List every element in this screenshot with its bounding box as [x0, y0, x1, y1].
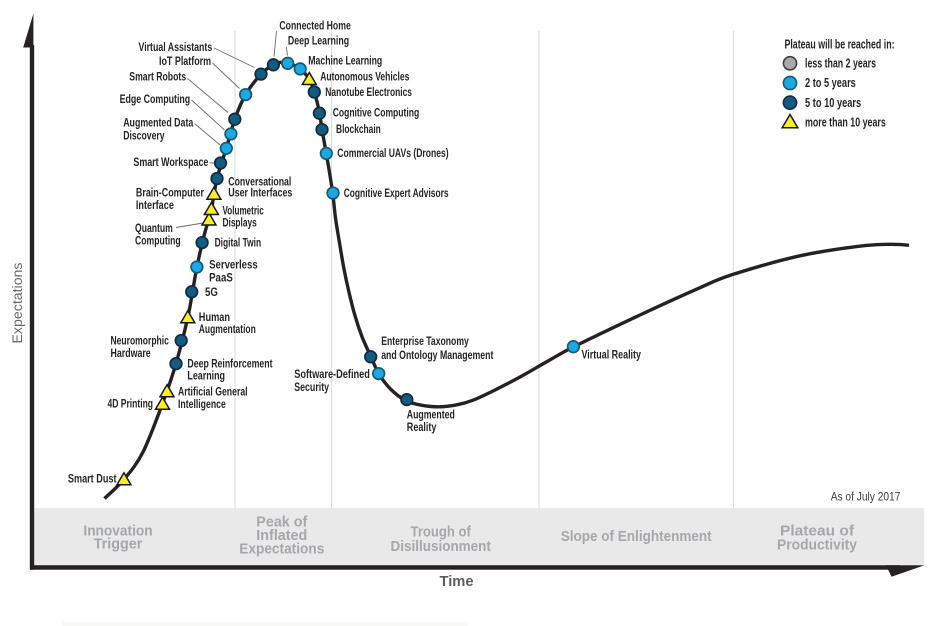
svg-text:Conversational: Conversational — [228, 174, 291, 188]
svg-text:2 to 5 years: 2 to 5 years — [805, 75, 856, 90]
svg-text:less than 2 years: less than 2 years — [805, 56, 876, 71]
svg-text:Trough of: Trough of — [411, 523, 472, 540]
svg-text:Commercial UAVs (Drones): Commercial UAVs (Drones) — [337, 146, 448, 160]
svg-text:Blockchain: Blockchain — [336, 122, 381, 136]
svg-text:Inflated: Inflated — [256, 527, 307, 544]
svg-text:As of July 2017: As of July 2017 — [831, 492, 901, 504]
svg-text:Machine Learning: Machine Learning — [308, 53, 382, 67]
svg-text:Deep Learning: Deep Learning — [288, 34, 349, 48]
svg-text:Intelligence: Intelligence — [178, 397, 226, 411]
svg-text:Augmented Data: Augmented Data — [123, 116, 193, 130]
svg-text:Smart Robots: Smart Robots — [129, 70, 186, 84]
svg-text:5G: 5G — [205, 285, 218, 299]
svg-text:IoT Platform: IoT Platform — [159, 54, 211, 68]
svg-text:Edge Computing: Edge Computing — [120, 92, 191, 106]
svg-text:Interface: Interface — [136, 198, 174, 212]
svg-text:Brain-Computer: Brain-Computer — [136, 186, 204, 200]
svg-text:Volumetric: Volumetric — [223, 203, 264, 217]
svg-text:Security: Security — [294, 380, 329, 394]
svg-text:Deep Reinforcement: Deep Reinforcement — [187, 357, 272, 371]
svg-text:Slope of Enlightenment: Slope of Enlightenment — [561, 528, 712, 545]
svg-text:Cognitive Expert Advisors: Cognitive Expert Advisors — [344, 186, 449, 200]
svg-text:Autonomous Vehicles: Autonomous Vehicles — [320, 69, 409, 83]
svg-text:Productivity: Productivity — [777, 537, 858, 554]
svg-text:Connected Home: Connected Home — [279, 18, 351, 32]
svg-text:Smart Dust: Smart Dust — [68, 471, 117, 485]
svg-text:Quantum: Quantum — [135, 221, 173, 235]
svg-text:Nanotube Electronics: Nanotube Electronics — [325, 85, 412, 99]
svg-text:Disillusionment: Disillusionment — [391, 538, 491, 555]
svg-text:Human: Human — [199, 310, 230, 324]
svg-text:4D Printing: 4D Printing — [108, 397, 154, 411]
svg-text:Expectations: Expectations — [239, 540, 324, 557]
svg-text:5 to 10 years: 5 to 10 years — [805, 95, 861, 110]
svg-text:Cognitive Computing: Cognitive Computing — [333, 105, 420, 119]
svg-text:Plateau of: Plateau of — [780, 523, 855, 540]
svg-text:Peak of: Peak of — [256, 514, 308, 531]
svg-text:Augmented: Augmented — [407, 407, 455, 421]
svg-text:Computing: Computing — [135, 234, 181, 248]
svg-text:Innovation: Innovation — [83, 522, 152, 539]
svg-text:Neuromorphic: Neuromorphic — [111, 334, 170, 348]
svg-text:Time: Time — [440, 573, 474, 590]
svg-text:Reality: Reality — [407, 420, 437, 434]
svg-text:Smart Workspace: Smart Workspace — [133, 155, 208, 169]
svg-text:Virtual Reality: Virtual Reality — [582, 348, 642, 362]
svg-text:Plateau will be reached in:: Plateau will be reached in: — [785, 36, 895, 51]
svg-text:Digital Twin: Digital Twin — [215, 236, 262, 250]
svg-text:more than 10 years: more than 10 years — [805, 115, 886, 130]
svg-text:Enterprise Taxonomy: Enterprise Taxonomy — [381, 334, 469, 348]
svg-text:Artificial General: Artificial General — [178, 385, 248, 399]
svg-text:Virtual Assistants: Virtual Assistants — [139, 40, 213, 54]
svg-text:Trigger: Trigger — [94, 536, 143, 553]
svg-text:Hardware: Hardware — [111, 346, 151, 360]
svg-text:and Ontology Management: and Ontology Management — [381, 348, 493, 362]
svg-text:PaaS: PaaS — [209, 271, 233, 285]
svg-text:Serverless: Serverless — [209, 258, 258, 272]
svg-text:Discovery: Discovery — [123, 128, 165, 142]
svg-text:Learning: Learning — [187, 368, 225, 382]
svg-text:User Interfaces: User Interfaces — [228, 185, 292, 199]
svg-text:Augmentation: Augmentation — [199, 322, 256, 336]
svg-text:Displays: Displays — [223, 215, 257, 229]
svg-text:Expectations: Expectations — [10, 262, 25, 343]
svg-text:Software-Defined: Software-Defined — [294, 367, 370, 381]
